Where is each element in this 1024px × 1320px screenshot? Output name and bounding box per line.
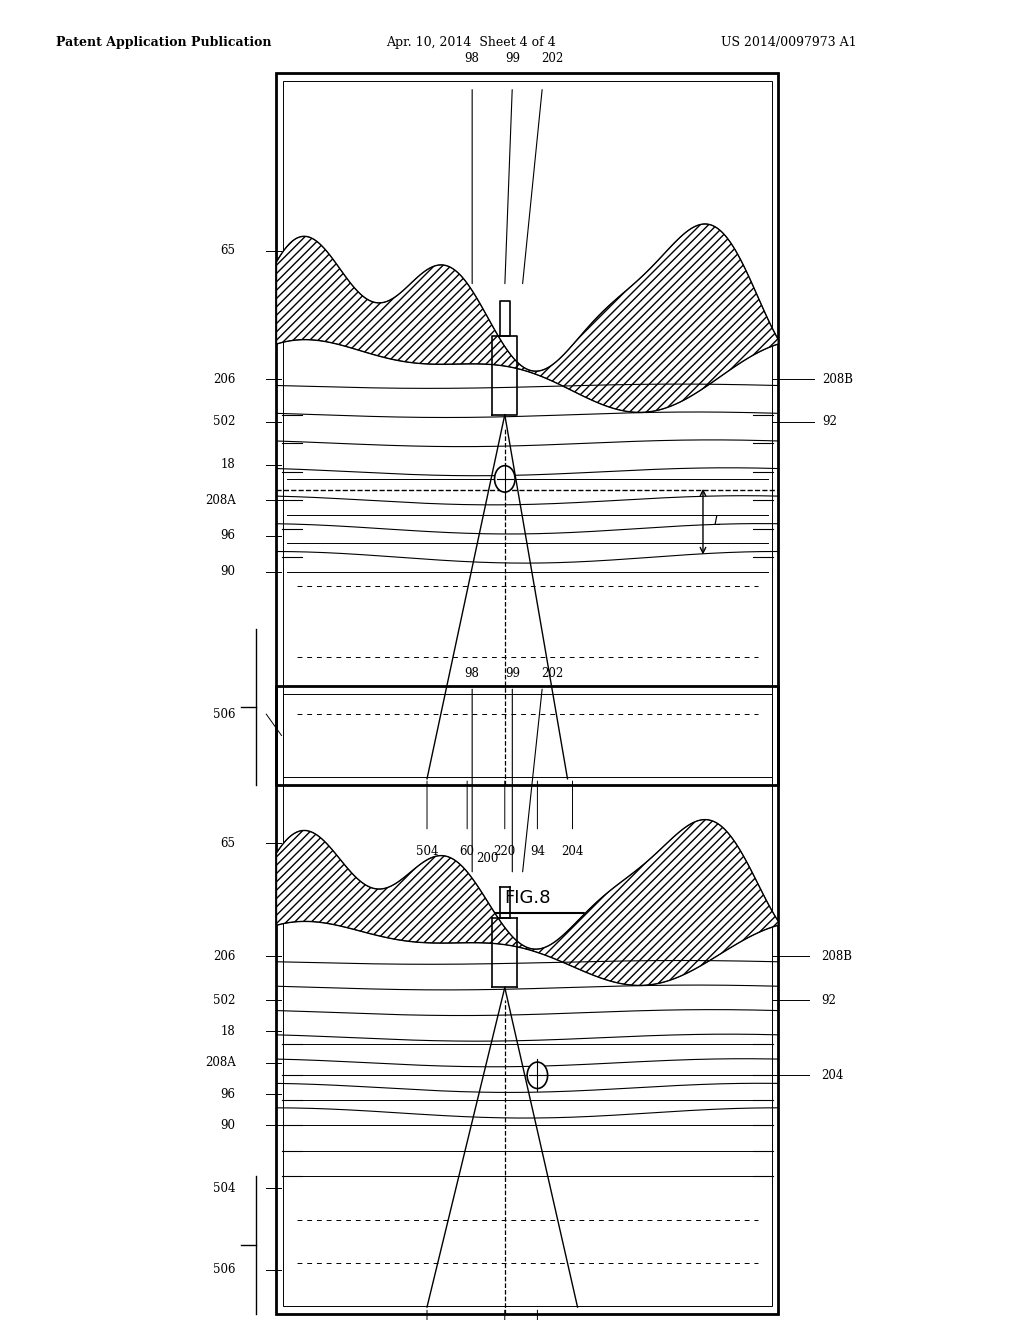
Text: 504: 504 [416, 845, 438, 858]
Text: 202: 202 [542, 668, 563, 680]
Text: 92: 92 [822, 416, 838, 429]
Bar [283, 81, 772, 777]
Text: 90: 90 [220, 1119, 236, 1133]
Text: 99: 99 [505, 51, 520, 65]
Text: 206: 206 [213, 949, 236, 962]
Text: 18: 18 [221, 1024, 236, 1038]
Text: 65: 65 [220, 837, 236, 850]
Text: 204: 204 [561, 845, 584, 858]
Bar [276, 686, 778, 1313]
Text: Apr. 10, 2014  Sheet 4 of 4: Apr. 10, 2014 Sheet 4 of 4 [386, 36, 556, 49]
Text: 208A: 208A [205, 1056, 236, 1069]
Circle shape [495, 466, 515, 492]
Circle shape [527, 1063, 548, 1089]
Text: 96: 96 [220, 529, 236, 543]
Text: L: L [713, 515, 720, 528]
Text: 202: 202 [542, 51, 563, 65]
Text: 96: 96 [220, 1088, 236, 1101]
Polygon shape [276, 224, 778, 412]
Text: 502: 502 [213, 994, 236, 1007]
Text: 208A: 208A [205, 494, 236, 507]
Text: 18: 18 [221, 458, 236, 471]
Bar [276, 73, 778, 785]
Text: 98: 98 [465, 51, 479, 65]
Text: 506: 506 [213, 1263, 236, 1276]
Text: 502: 502 [213, 416, 236, 429]
Text: 204: 204 [821, 1069, 844, 1082]
Text: 98: 98 [465, 668, 479, 680]
Text: US 2014/0097973 A1: US 2014/0097973 A1 [721, 36, 856, 49]
Text: 65: 65 [220, 244, 236, 257]
Text: 206: 206 [213, 372, 236, 385]
Text: 220: 220 [494, 845, 516, 858]
Text: 506: 506 [213, 708, 236, 721]
Text: Patent Application Publication: Patent Application Publication [56, 36, 271, 49]
Text: FIG.8: FIG.8 [504, 888, 551, 907]
Text: 99: 99 [505, 668, 520, 680]
Text: 504: 504 [213, 1181, 236, 1195]
Text: 94: 94 [529, 845, 545, 858]
Text: 92: 92 [821, 994, 837, 1007]
Text: 90: 90 [220, 565, 236, 578]
Text: 208B: 208B [822, 372, 853, 385]
Text: 208B: 208B [821, 949, 852, 962]
Polygon shape [276, 820, 778, 986]
Text: 60: 60 [460, 845, 475, 858]
Text: 200: 200 [476, 851, 499, 865]
Bar [283, 694, 772, 1305]
